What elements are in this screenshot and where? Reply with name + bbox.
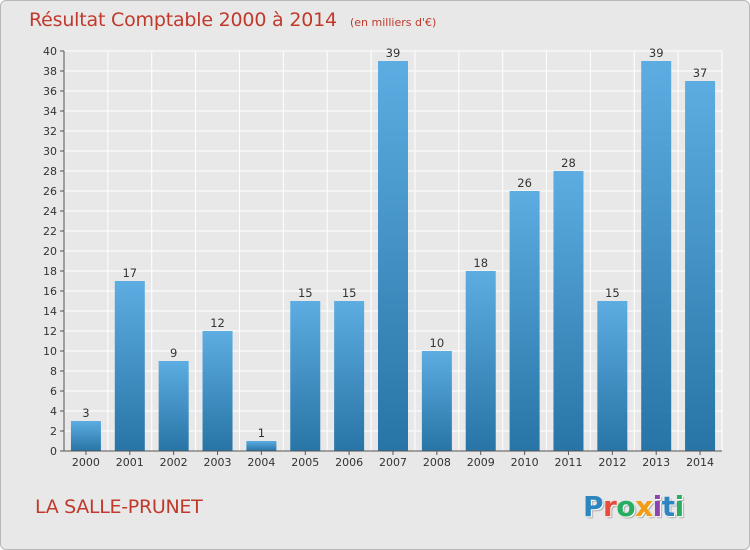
commune-name: LA SALLE-PRUNET (35, 496, 203, 518)
y-tick-label: 30 (43, 145, 57, 158)
bar-2007[interactable] (378, 61, 408, 451)
data-label-2004: 1 (258, 426, 265, 440)
x-tick-label: 2008 (423, 456, 451, 469)
data-label-2006: 15 (342, 286, 357, 300)
data-label-2008: 10 (430, 336, 445, 350)
y-tick-label: 14 (43, 305, 57, 318)
data-label-2014: 37 (693, 66, 708, 80)
y-tick-label: 10 (43, 345, 57, 358)
data-label-2003: 12 (210, 316, 225, 330)
y-tick-label: 20 (43, 245, 57, 258)
logo-letter: x (635, 490, 653, 523)
bar-2005[interactable] (290, 301, 321, 451)
data-label-2013: 39 (649, 46, 664, 60)
x-tick-label: 2012 (598, 456, 626, 469)
y-tick-label: 18 (43, 265, 57, 278)
x-tick-label: 2002 (160, 456, 188, 469)
data-label-2002: 9 (170, 346, 177, 360)
y-tick-label: 4 (50, 405, 57, 418)
logo-letter: i (652, 490, 663, 523)
x-tick-label: 2004 (247, 456, 275, 469)
bar-2013[interactable] (641, 61, 672, 451)
x-tick-label: 2011 (554, 456, 582, 469)
data-label-2012: 15 (605, 286, 620, 300)
x-tick-label: 2000 (72, 456, 100, 469)
logo-letter: i (674, 490, 685, 523)
chart-title-block: Résultat Comptable 2000 à 2014 (en milli… (29, 9, 436, 31)
data-label-2001: 17 (122, 266, 137, 280)
x-tick-label: 2005 (291, 456, 319, 469)
bar-2014[interactable] (685, 81, 716, 451)
y-tick-label: 6 (50, 385, 57, 398)
bar-2012[interactable] (597, 301, 628, 451)
logo-letter: r (603, 490, 617, 523)
bar-2011[interactable] (553, 171, 584, 451)
bar-2008[interactable] (421, 351, 452, 451)
y-tick-label: 38 (43, 65, 57, 78)
y-tick-label: 22 (43, 225, 57, 238)
bar-2004[interactable] (246, 441, 277, 451)
x-tick-label: 2010 (511, 456, 539, 469)
x-tick-label: 2013 (642, 456, 670, 469)
y-tick-label: 34 (43, 105, 57, 118)
bar-2006[interactable] (334, 301, 365, 451)
data-label-2007: 39 (386, 46, 401, 60)
logo-letter: t (661, 490, 675, 523)
x-tick-label: 2001 (116, 456, 144, 469)
bar-2010[interactable] (509, 191, 540, 451)
y-tick-label: 12 (43, 325, 57, 338)
x-tick-label: 2009 (467, 456, 495, 469)
bar-2003[interactable] (202, 331, 233, 451)
data-label-2010: 26 (517, 176, 532, 190)
y-tick-label: 0 (50, 445, 57, 458)
y-tick-label: 32 (43, 125, 57, 138)
bar-2001[interactable] (114, 281, 145, 451)
bar-2002[interactable] (158, 361, 189, 451)
logo-letter: P (583, 490, 604, 523)
y-tick-label: 2 (50, 425, 57, 438)
y-tick-label: 8 (50, 365, 57, 378)
data-label-2005: 15 (298, 286, 313, 300)
proxiti-logo[interactable]: Proxiti (583, 490, 684, 523)
data-label-2011: 28 (561, 156, 576, 170)
x-tick-label: 2003 (204, 456, 232, 469)
y-tick-label: 36 (43, 85, 57, 98)
y-tick-label: 26 (43, 185, 57, 198)
data-label-2000: 3 (82, 406, 89, 420)
x-tick-label: 2014 (686, 456, 714, 469)
y-tick-label: 24 (43, 205, 57, 218)
y-tick-label: 16 (43, 285, 57, 298)
logo-letter: o (616, 490, 636, 523)
chart-subtitle: (en milliers d'€) (349, 16, 437, 29)
bar-2009[interactable] (465, 271, 496, 451)
y-tick-label: 28 (43, 165, 57, 178)
x-tick-label: 2006 (335, 456, 363, 469)
data-label-2009: 18 (473, 256, 488, 270)
bar-2000[interactable] (70, 421, 101, 451)
y-tick-label: 40 (43, 45, 57, 58)
chart-title: Résultat Comptable 2000 à 2014 (29, 9, 337, 31)
x-tick-label: 2007 (379, 456, 407, 469)
